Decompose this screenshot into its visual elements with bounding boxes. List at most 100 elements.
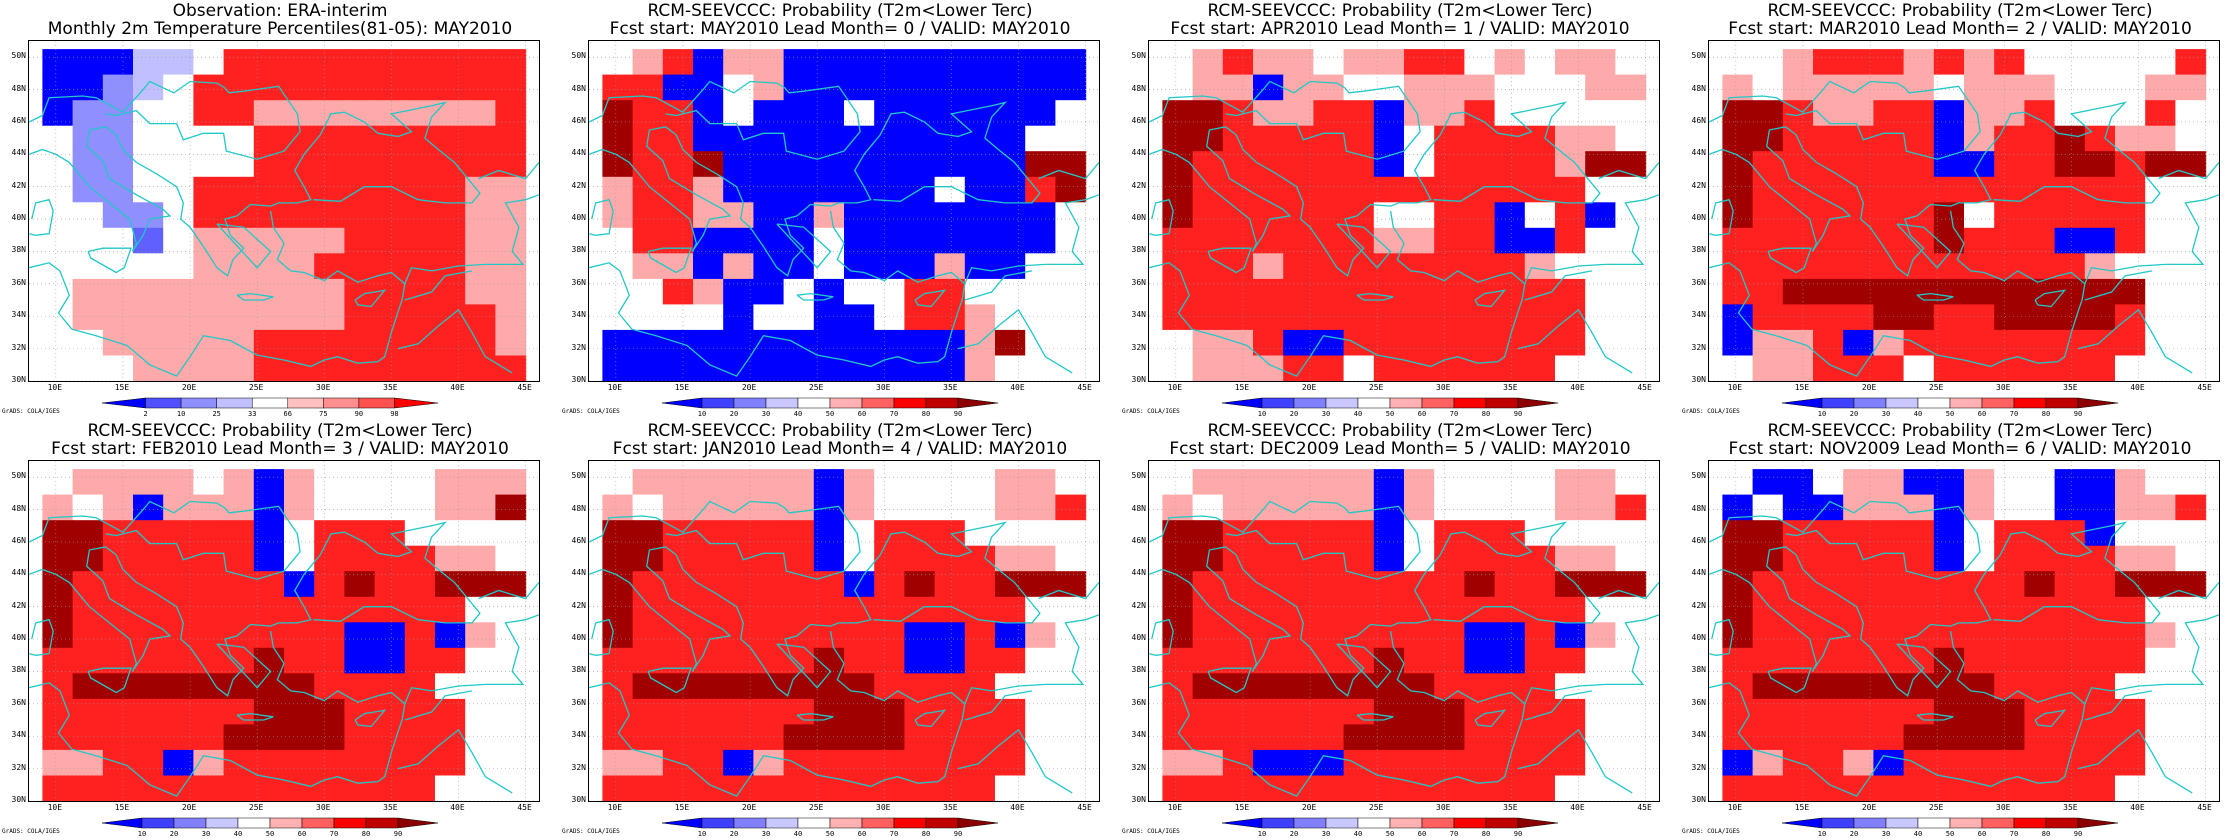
- coastline: [1598, 581, 1659, 600]
- lon-tick-label: 45E: [1077, 383, 1092, 392]
- grid-cell: [42, 775, 74, 801]
- grid-cell: [2054, 622, 2086, 649]
- coastline: [404, 270, 473, 301]
- grid-cell: [284, 202, 315, 229]
- grid-cell: [2084, 202, 2116, 229]
- grid-cell: [495, 775, 527, 801]
- grid-cell: [1813, 176, 1844, 203]
- grid-cell: [193, 673, 225, 700]
- grid-cell: [1222, 698, 1254, 725]
- colorbar-segment: [269, 817, 303, 829]
- grid-cell: [314, 494, 345, 521]
- grid-cell: [2024, 494, 2056, 521]
- panel-title-line2: Monthly 2m Temperature Percentiles(81-05…: [47, 19, 513, 39]
- grid-cell: [1343, 469, 1375, 496]
- grid-cell: [874, 494, 905, 521]
- grid-cell: [1494, 647, 1526, 674]
- grid-cell: [1782, 355, 1814, 381]
- grid-cell: [465, 545, 496, 572]
- grid-cell: [314, 278, 345, 305]
- lat-tick-label: 34N: [11, 310, 26, 320]
- grid-cell: [1903, 698, 1935, 725]
- grid-cell: [813, 176, 845, 203]
- coastline: [964, 270, 1033, 301]
- grid-cell: [723, 647, 754, 674]
- grid-cell: [72, 647, 104, 674]
- grid-cell: [1434, 698, 1465, 725]
- grid-cell: [904, 151, 936, 178]
- grid-cell: [1843, 469, 1874, 496]
- grid-cell: [2175, 596, 2207, 623]
- grid-cell: [1343, 545, 1375, 572]
- grid-cell: [495, 596, 527, 623]
- lat-tick-label: 40N: [11, 213, 26, 223]
- grid-cell: [662, 355, 694, 381]
- grid-cell: [465, 278, 496, 305]
- colorbar-tick-label: 80: [2041, 830, 2051, 838]
- grid-cell: [193, 49, 225, 76]
- grid-cell: [163, 647, 194, 674]
- grid-cell: [1404, 355, 1435, 381]
- colorbar: [1782, 397, 2118, 409]
- lon-tick-label: 15E: [1794, 803, 1810, 812]
- lat-tick-label: 46N: [11, 535, 26, 545]
- grid-cell: [404, 100, 436, 127]
- grid-cell: [662, 494, 694, 521]
- grid-cell: [1933, 49, 1965, 76]
- grid-cell: [223, 151, 255, 178]
- grid-cell: [253, 202, 285, 229]
- grid-cell: [934, 647, 966, 674]
- grid-cell: [163, 253, 194, 280]
- grid-cell: [1555, 775, 1586, 801]
- grid-cell: [1994, 596, 2025, 623]
- grid-cell: [1585, 253, 1616, 280]
- lon-tick-label: 40E: [450, 383, 465, 392]
- colorbar-tick-label: 20: [729, 830, 739, 838]
- grid-cell: [1434, 329, 1465, 356]
- grid-cell: [1434, 202, 1465, 229]
- grid-cell: [964, 329, 996, 356]
- grid-cell: [2115, 202, 2146, 229]
- grid-cell: [374, 125, 406, 152]
- grid-cell: [1585, 571, 1616, 598]
- lon-tick-label: 10E: [1167, 383, 1183, 392]
- grid-cell: [72, 304, 104, 331]
- grid-cell: [964, 176, 996, 203]
- grid-cell: [253, 622, 285, 649]
- grid-cell: [1585, 494, 1616, 521]
- grid-cell: [1585, 355, 1616, 381]
- grid-cell: [1555, 622, 1586, 649]
- grid-cell: [1253, 227, 1284, 254]
- lat-tick-label: 42N: [11, 180, 26, 190]
- grid-cell: [2084, 622, 2116, 649]
- grid-cell: [723, 100, 754, 127]
- lat-tick-label: 44N: [571, 568, 586, 578]
- grid-cell: [1494, 355, 1526, 381]
- coastline: [1207, 247, 1252, 274]
- grid-cell: [1585, 125, 1616, 152]
- grid-cell: [163, 571, 194, 598]
- coastline: [589, 101, 1041, 277]
- grid-cell: [253, 125, 285, 152]
- grid-cell: [723, 355, 754, 381]
- grid-cell: [844, 571, 875, 598]
- grid-cell: [904, 622, 936, 649]
- grid-cell: [783, 647, 815, 674]
- colorbar: [662, 817, 998, 829]
- panel-title-line1: Observation: ERA-interim: [172, 1, 388, 21]
- colorbar-segment: [1981, 817, 2015, 829]
- grid-cell: [1615, 494, 1647, 521]
- lat-tick-label: 32N: [571, 762, 586, 772]
- grid-cell: [1162, 125, 1194, 152]
- grid-cell: [2084, 227, 2116, 254]
- grid-cell: [2145, 74, 2176, 101]
- map-panel: RCM-SEEVCCC: Probability (T2m<Lower Terc…: [1120, 0, 1680, 420]
- map-svg: [1149, 41, 1659, 381]
- coastline: [1149, 500, 1421, 580]
- grid-cell: [1782, 49, 1814, 76]
- grid-cell: [783, 724, 815, 751]
- grid-cell: [813, 698, 845, 725]
- grid-cell: [934, 176, 966, 203]
- grid-cell: [1343, 520, 1375, 547]
- grid-cell: [874, 278, 905, 305]
